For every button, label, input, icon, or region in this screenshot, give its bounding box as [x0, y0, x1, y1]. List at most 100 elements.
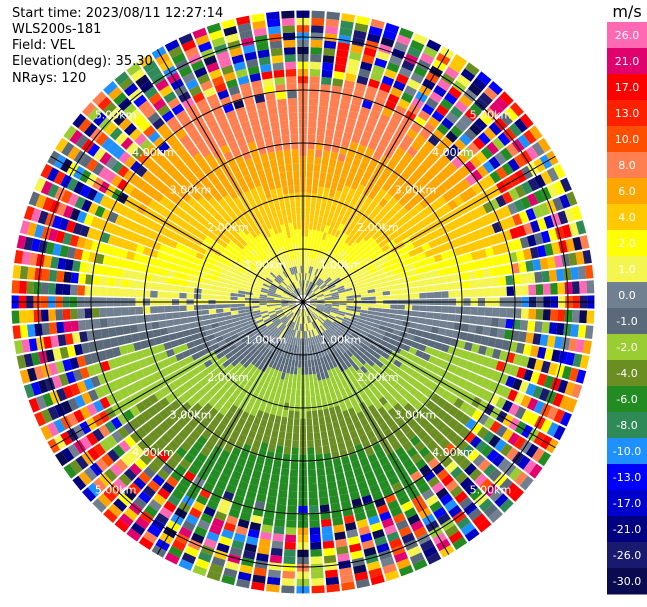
ray-gate — [296, 381, 301, 390]
ray-gate — [268, 288, 276, 293]
ray-gate — [307, 291, 313, 297]
ray-gate — [356, 377, 365, 386]
ray-gate — [217, 89, 230, 100]
ray-gate — [225, 363, 234, 372]
ray-gate — [305, 308, 308, 316]
ray-gate — [287, 417, 294, 426]
ray-gate — [347, 446, 356, 456]
ray-gate — [109, 463, 123, 477]
ray-gate — [379, 511, 392, 522]
ray-gate — [174, 271, 183, 279]
ray-gate — [494, 96, 509, 111]
ray-gate — [310, 300, 318, 302]
ray-gate — [475, 325, 484, 335]
ray-gate — [225, 33, 240, 44]
ray-gate — [83, 353, 94, 366]
ray-gate — [220, 268, 229, 275]
ray-gate — [563, 323, 572, 337]
ray-gate — [424, 318, 433, 326]
ray-gate — [372, 443, 383, 453]
ray-gate — [452, 510, 467, 524]
ray-gate — [448, 530, 464, 544]
ray-gate — [312, 275, 317, 283]
colorbar-bin — [607, 438, 647, 465]
ray-gate — [268, 263, 275, 271]
ray-gate — [304, 287, 307, 295]
ray-gate — [138, 377, 149, 389]
ray-gate — [279, 201, 286, 210]
ray-gate — [323, 266, 330, 273]
ray-gate — [373, 283, 382, 289]
ray-gate — [170, 470, 183, 482]
ray-gate — [145, 374, 156, 385]
ray-gate — [130, 522, 146, 536]
ray-gate — [383, 165, 394, 176]
ray-gate — [274, 180, 282, 189]
ray-gate — [517, 134, 531, 149]
ray-gate — [197, 246, 207, 255]
ray-gate — [310, 297, 318, 301]
ray-gate — [305, 214, 310, 223]
ray-gate — [274, 258, 280, 266]
ray-gate — [418, 446, 431, 458]
ray-gate — [412, 239, 422, 249]
colorbar-tick-label: 1.0 — [618, 263, 636, 276]
ray-gate — [364, 123, 375, 134]
ray-gate — [428, 239, 438, 249]
ray-gate — [182, 329, 192, 337]
ray-gate — [237, 160, 247, 171]
ray-gate — [253, 287, 261, 292]
ray-gate — [33, 281, 42, 295]
ray-gate — [288, 490, 298, 499]
ray-gate — [369, 109, 381, 120]
ray-gate — [314, 277, 320, 284]
ray-gate — [467, 507, 483, 522]
ray-gate — [505, 143, 519, 157]
ray-gate — [157, 306, 165, 313]
ray-gate — [517, 455, 531, 470]
ray-gate — [133, 477, 147, 490]
ray-gate — [328, 107, 339, 116]
ray-gate — [309, 304, 317, 309]
ray-gate — [197, 519, 211, 531]
ray-gate — [278, 332, 284, 340]
ray-gate — [247, 344, 256, 352]
ray-gate — [295, 315, 299, 323]
ray-gate — [104, 244, 115, 256]
ray-gate — [274, 202, 281, 212]
ray-gate — [158, 184, 170, 195]
ray-gate — [270, 47, 283, 57]
ray-gate — [287, 328, 292, 336]
ray-gate — [276, 322, 283, 329]
ray-gate — [382, 261, 391, 269]
ray-gate — [145, 144, 157, 156]
ray-gate — [172, 285, 181, 292]
ray-gate — [165, 200, 176, 211]
ray-gate — [339, 403, 348, 412]
ray-gate — [243, 339, 251, 347]
ray-gate — [355, 274, 364, 280]
ray-gate — [403, 191, 414, 202]
ray-gate — [410, 452, 423, 464]
ray-gate — [409, 275, 418, 282]
ray-gate — [298, 243, 302, 252]
ray-gate — [470, 307, 478, 316]
ray-gate — [222, 304, 231, 308]
ray-gate — [393, 273, 403, 280]
ray-gate — [28, 252, 38, 266]
ray-gate — [306, 258, 309, 266]
ray-gate — [338, 259, 346, 267]
ray-gate — [275, 249, 281, 258]
ray-gate — [331, 308, 339, 313]
ray-gate — [252, 295, 260, 299]
ray-gate — [419, 187, 431, 198]
ray-gate — [406, 464, 418, 476]
ray-gate — [62, 385, 74, 399]
ray-gate — [345, 312, 353, 317]
ray-gate — [514, 471, 528, 486]
ray-gate — [133, 252, 143, 263]
ray-gate — [303, 331, 306, 339]
ray-gate — [264, 405, 272, 414]
ray-gate — [148, 92, 162, 105]
ray-gate — [208, 294, 216, 300]
